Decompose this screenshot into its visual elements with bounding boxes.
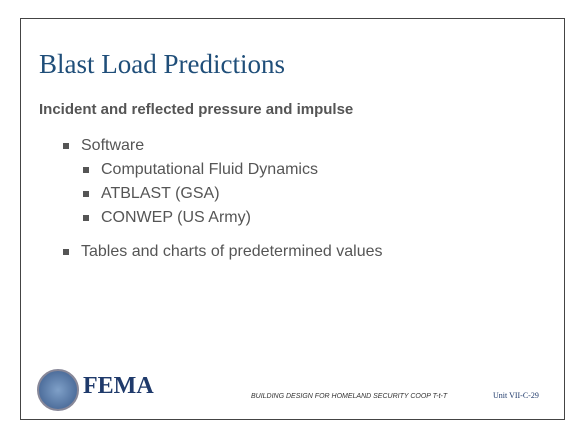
bullet: ATBLAST (GSA) — [83, 185, 383, 203]
subtitle: Incident and reflected pressure and impu… — [39, 101, 354, 118]
bullet: Computational Fluid Dynamics — [83, 161, 383, 179]
bullet: Software — [63, 137, 383, 155]
bullet-list: Software Computational Fluid Dynamics ATBL… — [63, 137, 383, 267]
title: Blast Load Predictions — [39, 49, 285, 79]
footer: BUILDING DESIGN FOR HOMELAND SECURITY CO… — [251, 393, 448, 400]
unit-label: Unit VII-C-29 — [493, 391, 539, 400]
slide: Blast Load Predictions Incident and refl… — [20, 18, 565, 420]
seal-icon — [37, 369, 79, 411]
bullet: Tables and charts of predetermined value… — [63, 243, 383, 261]
bullet: CONWEP (US Army) — [83, 209, 383, 227]
logo: FEMA — [83, 373, 154, 399]
